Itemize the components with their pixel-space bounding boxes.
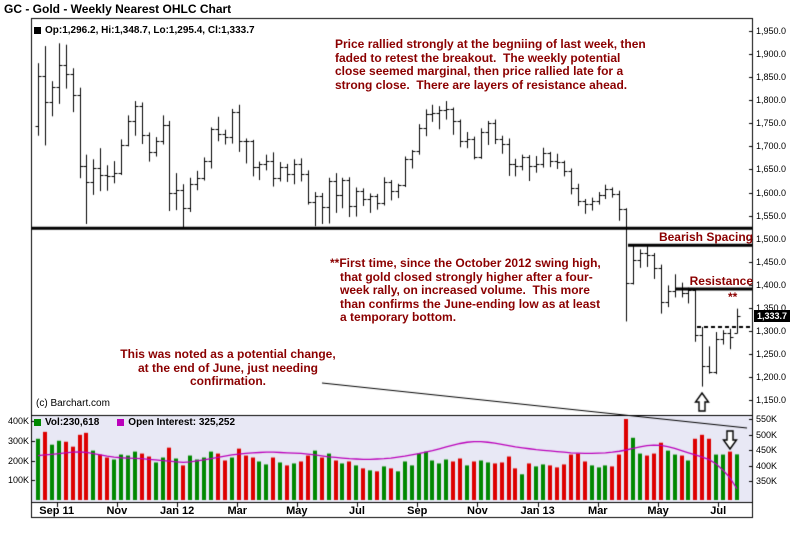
volume-swatch-icon <box>34 419 41 426</box>
x-axis-label: Mar <box>588 505 608 517</box>
resistance-label: Resistance <box>689 274 753 288</box>
mid-annotation: **First time, since the October 2012 swi… <box>330 256 601 324</box>
price-axis-label: 1,800.0 <box>756 95 787 106</box>
price-axis-label: 1,200.0 <box>756 372 787 383</box>
x-axis-label: May <box>286 505 308 517</box>
price-axis-label: 1,300.0 <box>756 326 787 337</box>
ohlc-quote-legend: Op:1,296.2, Hi:1,348.7, Lo:1,295.4, Cl:1… <box>34 25 255 36</box>
oi-axis-label: 500K <box>756 429 778 440</box>
x-axis-label: Jan 13 <box>520 505 555 517</box>
x-axis-label: Mar <box>227 505 248 517</box>
x-axis-label: May <box>647 505 669 517</box>
price-axis-label: 1,650.0 <box>756 164 787 175</box>
price-axis-label: 1,350.0 <box>756 303 787 314</box>
double-star-marker: ** <box>728 290 738 304</box>
oi-axis-label: 400K <box>756 460 778 471</box>
quote-swatch-icon <box>34 27 41 34</box>
price-axis-label: 1,950.0 <box>756 25 787 36</box>
ohlc-quote-text: Op:1,296.2, Hi:1,348.7, Lo:1,295.4, Cl:1… <box>45 25 255 36</box>
price-axis-label: 1,450.0 <box>756 256 787 267</box>
open-interest-swatch-icon <box>117 419 125 426</box>
price-axis-label: 1,900.0 <box>756 48 787 59</box>
volume-legend: Vol:230,618 Open Interest: 325,252 <box>34 417 235 428</box>
x-axis-label: Jul <box>710 505 727 517</box>
top-annotation: Price rallied strongly at the begniing o… <box>335 37 646 92</box>
left-annotation: This was noted as a potential change, at… <box>120 347 336 388</box>
price-axis-label: 1,600.0 <box>756 187 787 198</box>
oi-axis-label: 550K <box>756 414 778 424</box>
volume-axis-label: 400K <box>7 416 29 426</box>
x-axis-label: Jan 12 <box>159 505 195 517</box>
bearish-spacing-label: Bearish Spacing <box>658 230 753 244</box>
volume-axis-label: 200K <box>7 455 29 466</box>
price-axis-label: 1,850.0 <box>756 72 787 83</box>
x-axis-label: Sep 11 <box>39 505 75 517</box>
oi-axis-label: 350K <box>756 476 778 486</box>
price-axis-label: 1,700.0 <box>756 141 787 152</box>
x-axis-label: Jul <box>349 505 365 517</box>
x-axis-label: Sep <box>407 505 428 517</box>
volume-legend-text: Vol:230,618 <box>45 417 100 428</box>
price-axis-label: 1,150.0 <box>756 395 787 406</box>
price-axis-label: 1,750.0 <box>756 118 787 129</box>
x-axis-label: Nov <box>106 505 128 517</box>
price-tag: 1,333.7 <box>754 309 791 322</box>
price-axis-label: 1,500.0 <box>756 233 787 244</box>
price-axis-label: 1,550.0 <box>756 210 787 221</box>
oi-axis-label: 450K <box>756 445 778 455</box>
open-interest-legend-text: Open Interest: 325,252 <box>128 417 236 428</box>
barchart-watermark: (c) Barchart.com <box>36 398 110 409</box>
price-axis-label: 1,250.0 <box>756 349 787 360</box>
volume-axis-label: 300K <box>7 435 29 446</box>
x-axis-label: Nov <box>467 505 488 517</box>
volume-axis-label: 100K <box>7 475 29 486</box>
price-axis-label: 1,400.0 <box>756 279 787 290</box>
